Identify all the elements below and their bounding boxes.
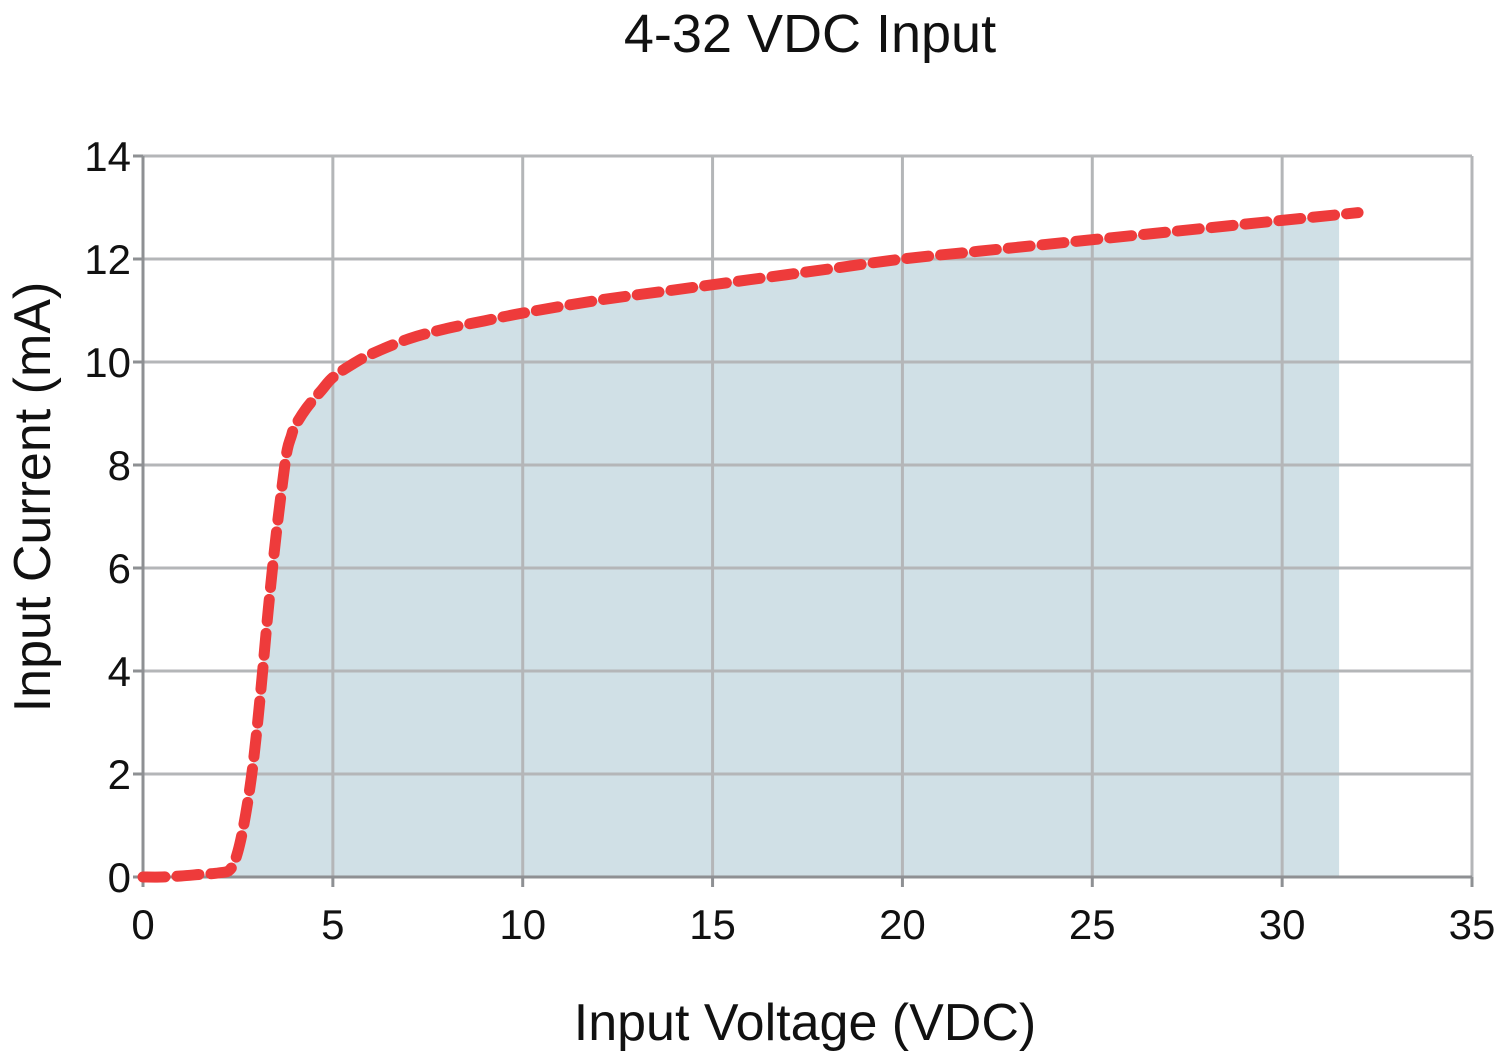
- y-axis-label: Input Current (mA): [4, 282, 62, 713]
- y-tick-label: 12: [84, 236, 131, 283]
- filled-area-layer: [143, 214, 1340, 878]
- y-tick-labels: 0 2 4 6 8 10 12 14: [84, 133, 131, 901]
- y-tick-label: 10: [84, 339, 131, 386]
- gridlines: [141, 154, 1474, 879]
- x-tick-labels: 0 5 10 15 20 25 30 35: [131, 901, 1495, 948]
- x-tick-label: 15: [689, 901, 736, 948]
- series-line-input-current: [137, 207, 1364, 883]
- x-axis-label: Input Voltage (VDC): [574, 994, 1036, 1052]
- chart-title: 4-32 VDC Input: [624, 4, 996, 64]
- y-tick-label: 8: [108, 442, 131, 489]
- y-tick-label: 6: [108, 545, 131, 592]
- x-tick-label: 10: [499, 901, 546, 948]
- x-tick-label: 5: [321, 901, 344, 948]
- axes: [133, 154, 1474, 887]
- y-tick-label: 4: [108, 648, 131, 695]
- x-tick-label: 20: [879, 901, 926, 948]
- x-tick-label: 35: [1449, 901, 1496, 948]
- x-tick-label: 25: [1069, 901, 1116, 948]
- y-tick-label: 2: [108, 751, 131, 798]
- x-tick-label: 0: [131, 901, 154, 948]
- series-layer: [137, 207, 1364, 883]
- operating-range-fill: [143, 214, 1340, 878]
- x-tick-label: 30: [1259, 901, 1306, 948]
- y-tick-label: 14: [84, 133, 131, 180]
- y-tick-label: 0: [108, 854, 131, 901]
